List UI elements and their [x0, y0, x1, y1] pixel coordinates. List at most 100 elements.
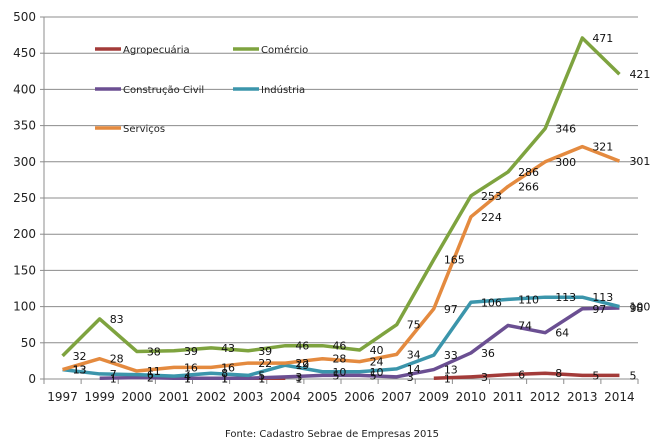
- data-label: 1: [221, 372, 228, 385]
- data-label: 14: [407, 363, 421, 376]
- data-label: 33: [444, 349, 458, 362]
- data-label: 64: [555, 327, 569, 340]
- x-tick-label: 2013: [567, 390, 598, 404]
- x-tick-label: 1999: [84, 390, 115, 404]
- y-tick-label: 400: [13, 82, 36, 96]
- data-label: 300: [555, 156, 576, 169]
- x-tick-label: 2001: [159, 390, 190, 404]
- data-label: 7: [110, 368, 117, 381]
- data-label: 38: [147, 345, 161, 358]
- x-tick-label: 1997: [47, 390, 78, 404]
- y-tick-label: 450: [13, 46, 36, 60]
- data-label: 253: [481, 190, 502, 203]
- y-tick-label: 100: [13, 300, 36, 314]
- x-tick-label: 2003: [233, 390, 264, 404]
- y-tick-label: 0: [28, 372, 36, 386]
- x-tick-label: 2011: [493, 390, 524, 404]
- data-label: 321: [592, 141, 613, 154]
- data-label: 5: [258, 369, 265, 382]
- data-label: 6: [518, 369, 525, 382]
- y-tick-label: 350: [13, 119, 36, 133]
- y-tick-label: 200: [13, 227, 36, 241]
- legend-label: Agropecuária: [123, 44, 190, 56]
- x-tick-label: 2005: [307, 390, 338, 404]
- data-label: 13: [444, 364, 458, 377]
- data-label: 83: [110, 313, 124, 326]
- data-label: 98: [629, 302, 643, 315]
- data-label: 16: [184, 361, 198, 374]
- data-label: 421: [629, 68, 650, 81]
- data-label: 28: [110, 353, 124, 366]
- data-label: 3: [481, 371, 488, 384]
- x-tick-label: 2014: [604, 390, 635, 404]
- data-label: 97: [592, 303, 606, 316]
- data-label: 3: [295, 371, 302, 384]
- data-label: 346: [555, 122, 576, 135]
- data-label: 40: [370, 344, 384, 357]
- legend-label: Serviços: [123, 124, 165, 135]
- data-label: 1: [110, 372, 117, 385]
- x-tick-label: 2009: [419, 390, 450, 404]
- series-line-agropecuaria: [433, 371, 620, 381]
- data-label: 74: [518, 319, 532, 332]
- data-label: 5: [592, 369, 599, 382]
- x-tick-label: 2006: [344, 390, 375, 404]
- data-label: 16: [221, 361, 235, 374]
- y-axis-ticks: 0 50 100 150 200 250 300 350 400 450 500: [13, 10, 44, 386]
- x-tick-label: 2004: [270, 390, 301, 404]
- data-label: 22: [258, 357, 272, 370]
- y-tick-label: 300: [13, 155, 36, 169]
- data-label: 32: [73, 350, 87, 363]
- legend-item-industria: Indústria: [233, 84, 305, 96]
- data-label: 43: [221, 342, 235, 355]
- series-line-construcao-civil: [99, 306, 620, 381]
- data-label: 19: [295, 359, 309, 372]
- data-label: 2: [147, 372, 154, 385]
- series-line-industria: [62, 295, 620, 378]
- legend-label: Comércio: [261, 44, 308, 56]
- data-label: 39: [258, 345, 272, 358]
- data-label: 13: [73, 364, 87, 377]
- y-tick-label: 50: [21, 336, 36, 350]
- data-label: 286: [518, 166, 539, 179]
- series-line-servicos: [62, 144, 621, 373]
- data-label: 1: [295, 372, 302, 385]
- data-label: 22: [295, 357, 309, 370]
- data-label: 1: [184, 372, 191, 385]
- data-label: 10: [332, 366, 346, 379]
- data-label: 4: [184, 370, 191, 383]
- x-axis-ticks: 1997 1999 2000 2001 2002 2003 2004 2005 2006 2007…: [43, 379, 639, 404]
- data-label: 39: [184, 345, 198, 358]
- x-tick-label: 2002: [196, 390, 227, 404]
- legend-item-servicos: Serviços: [95, 124, 165, 135]
- data-label: 13: [73, 364, 87, 377]
- data-label: 5: [332, 369, 339, 382]
- series-line-comercio: [61, 36, 621, 358]
- data-label: 34: [407, 348, 421, 361]
- legend: Agropecuária Comércio Construção Civil Indú…: [95, 44, 308, 135]
- legend-item-construcao-civil: Construção Civil: [95, 85, 204, 96]
- data-label: 224: [481, 211, 502, 224]
- data-label: 11: [147, 365, 161, 378]
- x-tick-label: 2000: [122, 390, 153, 404]
- data-label: 10: [370, 366, 384, 379]
- data-label: 28: [332, 353, 346, 366]
- data-label: 3: [407, 371, 414, 384]
- data-label: 113: [592, 291, 613, 304]
- data-label: 46: [332, 340, 346, 353]
- data-label: 6: [147, 369, 154, 382]
- legend-label: Indústria: [261, 84, 305, 96]
- data-label: 1: [444, 372, 451, 385]
- data-label: 113: [555, 291, 576, 304]
- x-tick-label: 2007: [381, 390, 412, 404]
- data-label: 1: [258, 372, 265, 385]
- y-tick-label: 500: [13, 10, 36, 24]
- data-label: 36: [481, 347, 495, 360]
- y-tick-label: 250: [13, 191, 36, 205]
- data-label: 1: [258, 372, 265, 385]
- data-label: 1: [221, 372, 228, 385]
- data-label: 110: [518, 293, 539, 306]
- data-label: 165: [444, 254, 465, 267]
- legend-label: Construção Civil: [123, 85, 204, 96]
